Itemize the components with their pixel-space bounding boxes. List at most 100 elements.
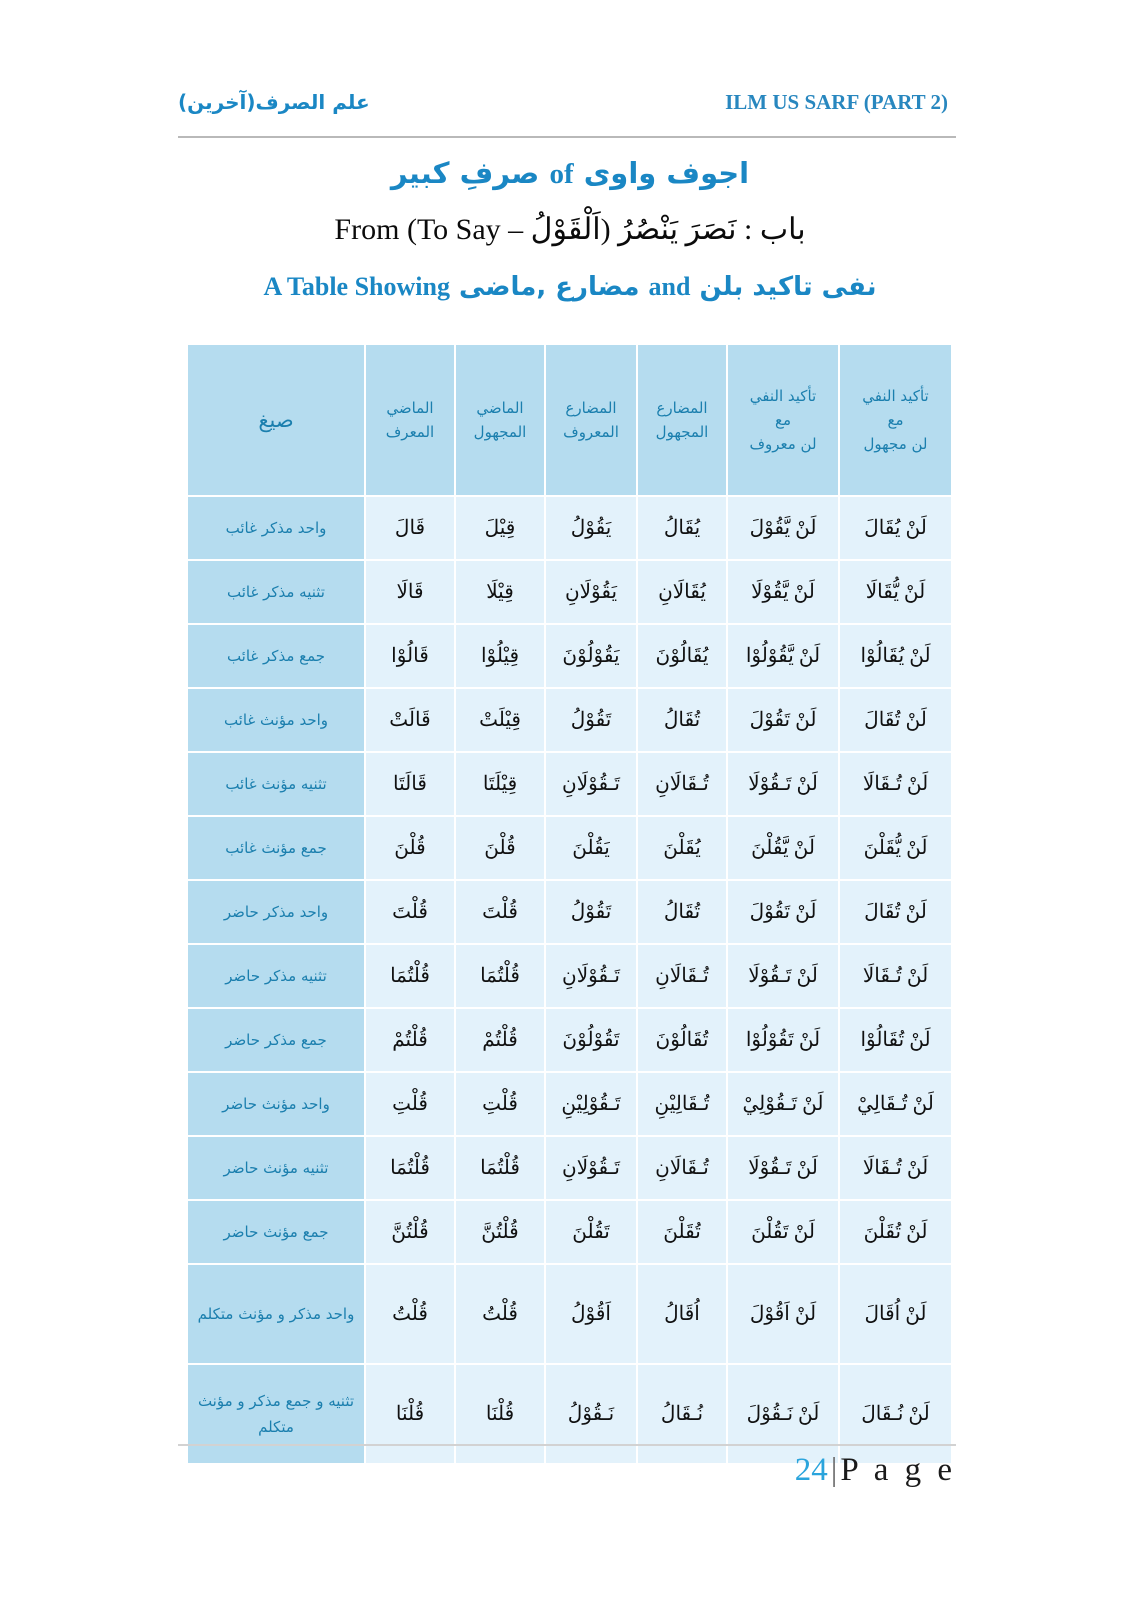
title-line-1: اجوف واوى of صرفِ كبير <box>100 148 1040 199</box>
cell-mudari-maruf: تَقُوْلُ <box>546 881 636 943</box>
cell-sigha-label: واحد مذكر حاضر <box>188 881 364 943</box>
column-header-mudari-majhul: المضارع المجهول <box>638 345 726 495</box>
cell-madi-majhul: قِيْلَتْ <box>456 689 544 751</box>
hdr-l1: تأكيد النفي <box>749 387 817 405</box>
table-row: لَنْ تُقَالُوْا لَنْ تَقُوْلُوْا تُقَالُوْ… <box>188 1009 951 1071</box>
cell-mudari-maruf: تَـقُوْلَانِ <box>546 1137 636 1199</box>
cell-madi-maruf: قَالُوْا <box>366 625 454 687</box>
cell-negation-majhul: لَنْ تُقَالَ <box>840 881 951 943</box>
cell-negation-majhul: لَنْ يُّقَالَا <box>840 561 951 623</box>
page-number: 24 <box>794 1452 828 1488</box>
table-row: لَنْ نُـقَالَ لَنْ نَـقُوْلَ نُـقَالُ نَـقُ… <box>188 1365 951 1463</box>
cell-negation-maruf: لَنْ تَقُوْلُوْا <box>728 1009 838 1071</box>
cell-mudari-majhul: نُـقَالُ <box>638 1365 726 1463</box>
cell-negation-majhul: لَنْ تُقَالُوْا <box>840 1009 951 1071</box>
cell-negation-majhul: لَنْ تُقَالَ <box>840 689 951 751</box>
hdr-l2: المجهول <box>655 423 709 441</box>
cell-mudari-maruf: يَقُوْلَانِ <box>546 561 636 623</box>
cell-madi-maruf: قُلْتُنَّ <box>366 1201 454 1263</box>
table-header-row: صيغ تأكيد النفي مع لن مجهول تأكيد النفي … <box>188 345 951 495</box>
cell-madi-maruf: قُلْتُ <box>366 1265 454 1363</box>
cell-negation-maruf: لَنْ نَـقُوْلَ <box>728 1365 838 1463</box>
cell-madi-majhul: قِيْلَا <box>456 561 544 623</box>
running-header: علم الصرف(آخرين) ILM US SARF (PART 2) <box>178 90 953 136</box>
hdr-l1: تأكيد النفي <box>862 387 929 405</box>
table-body: لَنْ يُقَالَ لَنْ يَّقُوْلَ يُقَالُ يَقُوْل… <box>188 497 951 1463</box>
cell-sigha-label: واحد مذكر و مؤنث متكلم <box>188 1265 364 1363</box>
cell-mudari-maruf: تَقُوْلُوْنَ <box>546 1009 636 1071</box>
cell-mudari-majhul: تُـقَالَانِ <box>638 1137 726 1199</box>
cell-mudari-majhul: تُـقَالِيْنِ <box>638 1073 726 1135</box>
title1-right-arabic: اجوف واوى <box>583 156 750 190</box>
cell-mudari-majhul: يُقَالُ <box>638 497 726 559</box>
cell-negation-majhul: لَنْ تُـقَالَا <box>840 945 951 1007</box>
page-word: P a g e <box>840 1452 956 1488</box>
cell-mudari-maruf: تَـقُوْلَانِ <box>546 945 636 1007</box>
header-divider <box>178 136 956 138</box>
cell-madi-majhul: قُلْتُنَّ <box>456 1201 544 1263</box>
cell-mudari-maruf: يَقُوْلُوْنَ <box>546 625 636 687</box>
page-separator: | <box>830 1452 838 1488</box>
cell-negation-majhul: لَنْ يُّقَلْنَ <box>840 817 951 879</box>
table-row: لَنْ يُّقَالَا لَنْ يَّقُوْلَا يُقَالَانِ ي… <box>188 561 951 623</box>
cell-sigha-label: جمع مؤنث حاضر <box>188 1201 364 1263</box>
cell-madi-maruf: قُلْتُمَا <box>366 1137 454 1199</box>
column-header-madi-majhul: الماضي المجهول <box>456 345 544 495</box>
title-line-3: نفى تاكيد بلن and مضارع ,ماضى A Table Sh… <box>100 261 1040 313</box>
title3-english-and: and <box>648 272 691 301</box>
cell-mudari-maruf: تَـقُوْلِيْنِ <box>546 1073 636 1135</box>
title1-english-of: of <box>549 158 574 190</box>
cell-madi-maruf: قُلْنَا <box>366 1365 454 1463</box>
cell-madi-maruf: قُلْتُمَا <box>366 945 454 1007</box>
cell-madi-maruf: قَالَتَا <box>366 753 454 815</box>
hdr-l1: الماضي <box>386 399 434 417</box>
cell-madi-maruf: قَالَتْ <box>366 689 454 751</box>
cell-mudari-majhul: تُـقَالَانِ <box>638 753 726 815</box>
conjugation-table: صيغ تأكيد النفي مع لن مجهول تأكيد النفي … <box>186 343 953 1465</box>
title3-right-arabic: نفى تاكيد بلن <box>699 272 877 302</box>
cell-mudari-majhul: تُقَالُوْنَ <box>638 1009 726 1071</box>
cell-negation-maruf: لَنْ تَـقُوْلَا <box>728 1137 838 1199</box>
table-row: لَنْ يُّقَلْنَ لَنْ يَّقُلْنَ يُقَلْنَ يَقُ… <box>188 817 951 879</box>
hdr-l2: مع <box>887 411 904 429</box>
hdr-l3: لن مجهول <box>863 435 928 453</box>
hdr-l2: المعرف <box>385 423 435 441</box>
column-header-mudari-maruf: المضارع المعروف <box>546 345 636 495</box>
cell-sigha-label: تثنيه مؤنث حاضر <box>188 1137 364 1199</box>
cell-negation-maruf: لَنْ اَقُوْلَ <box>728 1265 838 1363</box>
hdr-l2: المعروف <box>563 423 619 441</box>
table-row: لَنْ تُقَالَ لَنْ تَقُوْلَ تُقَالُ تَقُوْلُ… <box>188 689 951 751</box>
cell-madi-majhul: قُلْتُ <box>456 1265 544 1363</box>
table-row: لَنْ يُقَالَ لَنْ يَّقُوْلَ يُقَالُ يَقُوْل… <box>188 497 951 559</box>
title3-english-table-showing: A Table Showing <box>263 272 450 301</box>
cell-sigha-label: جمع مؤنث غائب <box>188 817 364 879</box>
column-header-madi-maruf: الماضي المعرف <box>366 345 454 495</box>
hdr-l2: المجهول <box>473 423 527 441</box>
cell-mudari-maruf: يَقُوْلُ <box>546 497 636 559</box>
cell-madi-maruf: قُلْنَ <box>366 817 454 879</box>
footer-divider <box>178 1444 956 1446</box>
hdr-l1: المضارع <box>565 399 617 417</box>
hdr-l3: لن معروف <box>749 435 817 453</box>
cell-sigha-label: تثنيه مذكر حاضر <box>188 945 364 1007</box>
hdr-l2: مع <box>774 411 792 429</box>
cell-madi-majhul: قِيْلَتَا <box>456 753 544 815</box>
table-row: لَنْ تُـقَالَا لَنْ تَـقُوْلَا تُـقَالَانِ… <box>188 753 951 815</box>
cell-negation-maruf: لَنْ تَقُلْنَ <box>728 1201 838 1263</box>
cell-mudari-majhul: تُقَلْنَ <box>638 1201 726 1263</box>
cell-negation-maruf: لَنْ يَّقُوْلَا <box>728 561 838 623</box>
cell-mudari-majhul: تُـقَالَانِ <box>638 945 726 1007</box>
cell-negation-maruf: لَنْ تَـقُوْلَا <box>728 753 838 815</box>
cell-negation-maruf: لَنْ تَقُوْلَ <box>728 689 838 751</box>
cell-negation-majhul: لَنْ تُقَلْنَ <box>840 1201 951 1263</box>
title3-mid-arabic: مضارع ,ماضى <box>459 272 640 302</box>
cell-madi-maruf: قُلْتَ <box>366 881 454 943</box>
cell-sigha-label: جمع مذكر حاضر <box>188 1009 364 1071</box>
table-row: لَنْ يُقَالُوْا لَنْ يَّقُوْلُوْا يُقَالُو… <box>188 625 951 687</box>
cell-madi-maruf: قُلْتُمْ <box>366 1009 454 1071</box>
title1-left-arabic: صرفِ كبير <box>390 156 540 190</box>
hdr-l1: الماضي <box>476 399 524 417</box>
cell-sigha-label: واحد مؤنث غائب <box>188 689 364 751</box>
page-footer: 24|P a g e <box>178 1452 956 1489</box>
